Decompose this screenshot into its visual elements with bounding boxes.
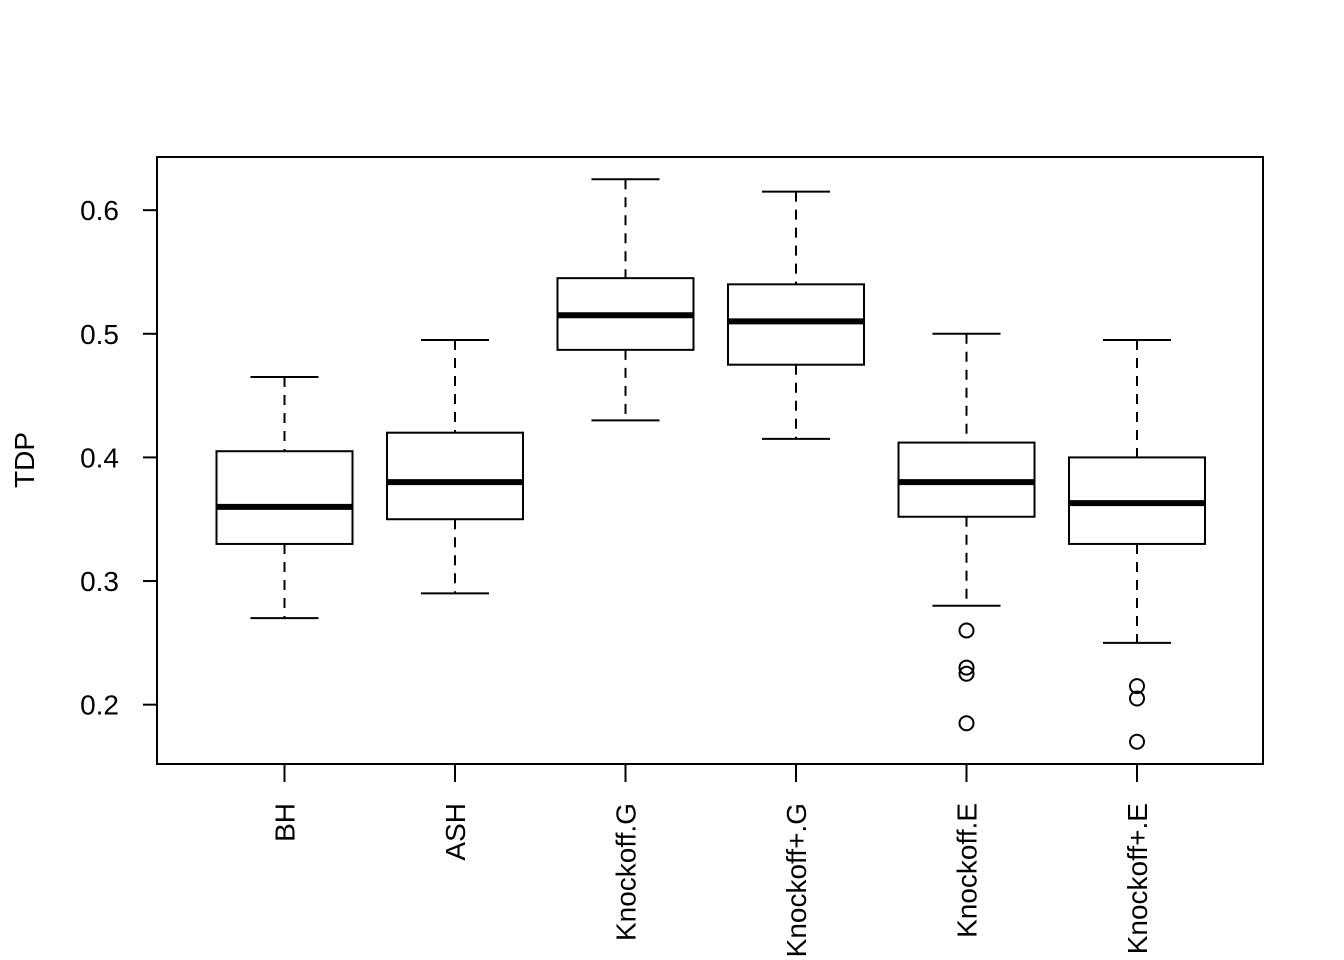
outlier-point — [958, 715, 975, 732]
iqr-box — [727, 283, 865, 366]
outlier-point — [1129, 690, 1145, 707]
outlier-point — [958, 665, 975, 682]
outlier-point — [1129, 678, 1145, 695]
x-tick-label: Knockoff+.G — [781, 803, 812, 957]
x-axis: BH ASH Knockoff.G Knockoff+.G Knockoff.E Knoc… — [270, 764, 1153, 957]
y-tick-label: 0.5 — [80, 319, 119, 350]
plot-frame — [156, 156, 1264, 765]
boxes — [215, 178, 1206, 750]
box-Knockoff.E — [897, 332, 1036, 732]
outlier-point — [1129, 733, 1145, 750]
x-tick-label: BH — [270, 803, 301, 842]
y-tick-label: 0.6 — [80, 195, 119, 226]
outlier-point — [958, 659, 975, 676]
y-axis: 0.2 0.3 0.4 0.5 0.6 — [80, 195, 157, 721]
iqr-box — [386, 431, 524, 521]
outlier-point — [958, 622, 975, 639]
x-tick-label: ASH — [440, 803, 471, 861]
x-tick-label: Knockoff+.E — [1122, 803, 1153, 954]
box-Knockoff+.G — [727, 190, 865, 440]
y-axis-label: TDP — [9, 432, 40, 488]
iqr-box — [215, 450, 354, 545]
x-tick-label: Knockoff.E — [952, 803, 983, 938]
box-BH — [215, 376, 354, 620]
y-tick-label: 0.2 — [80, 690, 119, 721]
y-tick-label: 0.3 — [80, 566, 119, 597]
box-Knockoff.G — [556, 178, 695, 422]
box-ASH — [386, 338, 524, 595]
box-Knockoff+.E — [1068, 338, 1206, 750]
y-tick-label: 0.4 — [80, 442, 119, 473]
x-tick-label: Knockoff.G — [611, 803, 642, 941]
